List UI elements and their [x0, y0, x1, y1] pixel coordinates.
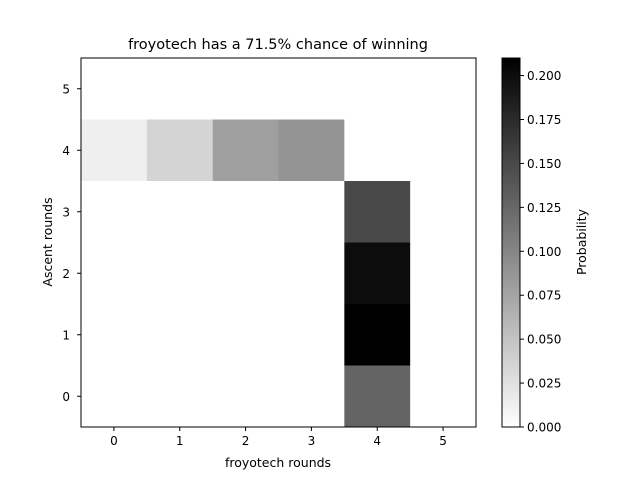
heatmap-cell	[344, 181, 411, 243]
colorbar-tick-label: 0.025	[527, 377, 561, 391]
heatmap-cells	[81, 119, 411, 427]
colorbar-tick-label: 0.150	[527, 157, 561, 171]
colorbar-tick-label: 0.050	[527, 333, 561, 347]
heatmap-cell	[344, 365, 411, 427]
colorbar-ticks: 0.000 0.025 0.050 0.075 0.100 0.125 0.150 0.175…	[520, 69, 561, 435]
colorbar-tick-label: 0.075	[527, 289, 561, 303]
x-axis-label: froyotech rounds	[225, 455, 331, 470]
heatmap-cell	[81, 119, 147, 181]
colorbar	[501, 57, 521, 428]
x-tick-label: 0	[110, 434, 118, 448]
x-tick-label: 4	[373, 434, 381, 448]
y-tick-label: 3	[62, 205, 70, 219]
heatmap-cell	[278, 119, 345, 181]
heatmap-cell	[344, 304, 411, 366]
colorbar-tick-label: 0.125	[527, 201, 561, 215]
x-tick-label: 3	[308, 434, 316, 448]
colorbar-tick-label: 0.100	[527, 245, 561, 259]
y-tick-label: 1	[62, 328, 70, 342]
heatmap-cell	[344, 242, 411, 304]
x-tick-label: 5	[439, 434, 447, 448]
y-tick-label: 2	[62, 267, 70, 281]
heatmap-cell	[212, 119, 279, 181]
y-tick-label: 0	[62, 390, 70, 404]
colorbar-tick-label: 0.175	[527, 113, 561, 127]
colorbar-label: Probability	[574, 208, 589, 275]
x-axis-ticks: 0 1 2 3 4 5	[110, 427, 447, 448]
x-tick-label: 2	[242, 434, 250, 448]
heatmap-cell	[146, 119, 213, 181]
x-tick-label: 1	[176, 434, 184, 448]
y-axis-ticks: 0 1 2 3 4 5	[62, 82, 81, 404]
y-axis-label: Ascent rounds	[40, 197, 55, 286]
y-tick-label: 4	[62, 144, 70, 158]
y-tick-label: 5	[62, 82, 70, 96]
chart-title: froyotech has a 71.5% chance of winning	[128, 37, 428, 53]
colorbar-tick-label: 0.200	[527, 69, 561, 83]
colorbar-tick-label: 0.000	[527, 421, 561, 435]
plot-frame	[80, 57, 477, 428]
